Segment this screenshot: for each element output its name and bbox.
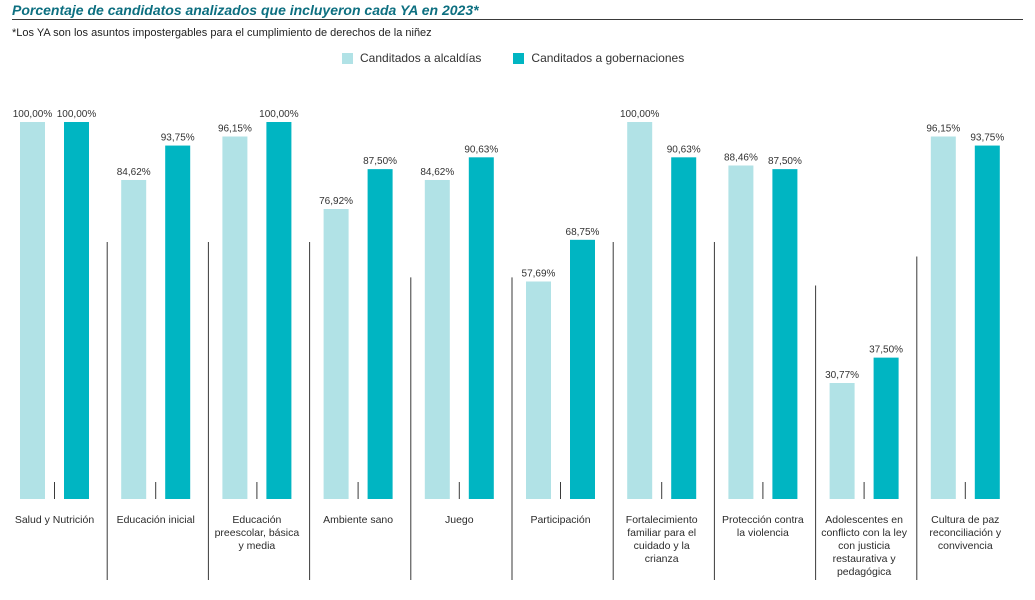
category-label: Educación inicial [116,514,195,526]
category-label: Salud y Nutrición [14,514,95,526]
data-label: 87,50% [768,156,802,167]
category-label: Adolescentes en conflicto con la ley con… [821,514,907,578]
bar-gobernaciones [367,169,393,499]
data-label: 90,63% [464,144,498,155]
bar-alcaldias [323,209,349,499]
data-label: 96,15% [926,124,960,135]
legend-label-gobernaciones: Canditados a gobernaciones [531,51,685,65]
data-label: 57,69% [522,269,556,280]
data-label: 84,62% [420,167,454,178]
bar-alcaldias [627,122,653,499]
data-label: 88,46% [724,153,758,164]
data-label: 100,00% [620,109,660,120]
category-label: Ambiente sano [323,514,394,526]
data-label: 93,75% [970,133,1004,144]
bar-gobernaciones [873,357,899,499]
bar-gobernaciones [468,157,494,500]
data-label: 100,00% [259,109,299,120]
title-divider [12,19,1023,20]
data-label: 90,63% [667,144,701,155]
bar-alcaldias [20,122,45,499]
data-label: 100,00% [57,109,97,120]
category-label: Fortalecimiento familiar para el cuidado… [625,514,698,565]
bar-gobernaciones [570,239,595,499]
bar-alcaldias [829,382,855,499]
category-label: Educación preescolar, básica y media [214,514,300,552]
data-label: 96,15% [218,124,252,135]
legend: Canditados a alcaldías Canditados a gobe… [342,51,716,65]
legend-label-alcaldias: Canditados a alcaldías [360,51,482,65]
bar-alcaldias [121,179,147,499]
bar-alcaldias [728,165,754,499]
data-label: 37,50% [869,345,903,356]
category-label: Participación [530,514,591,526]
category-label: Juego [444,514,474,526]
bar-gobernaciones [64,122,89,499]
bar-gobernaciones [772,169,798,499]
category-label: Protección contra la violencia [722,514,804,539]
data-label: 87,50% [363,156,397,167]
bar-gobernaciones [974,145,1000,499]
bar-gobernaciones [266,122,292,499]
data-label: 84,62% [117,167,151,178]
chart-title: Porcentaje de candidatos analizados que … [12,2,479,18]
category-label: Cultura de paz reconciliación y conviven… [929,514,1002,552]
legend-swatch-gobernaciones [513,52,525,64]
bar-alcaldias [424,179,450,499]
legend-swatch-alcaldias [342,52,353,64]
legend-item-gobernaciones: Canditados a gobernaciones [513,51,684,65]
data-label: 68,75% [566,227,600,238]
legend-item-alcaldias: Canditados a alcaldías [342,51,481,65]
bar-alcaldias [526,281,551,499]
bar-alcaldias [930,136,956,499]
data-label: 93,75% [161,133,195,144]
bar-gobernaciones [165,145,191,499]
data-label: 100,00% [13,109,53,120]
data-label: 30,77% [825,370,859,381]
bar-gobernaciones [671,157,697,500]
bar-alcaldias [222,136,248,499]
chart-note: *Los YA son los asuntos impostergables p… [12,27,432,39]
data-label: 76,92% [319,196,353,207]
